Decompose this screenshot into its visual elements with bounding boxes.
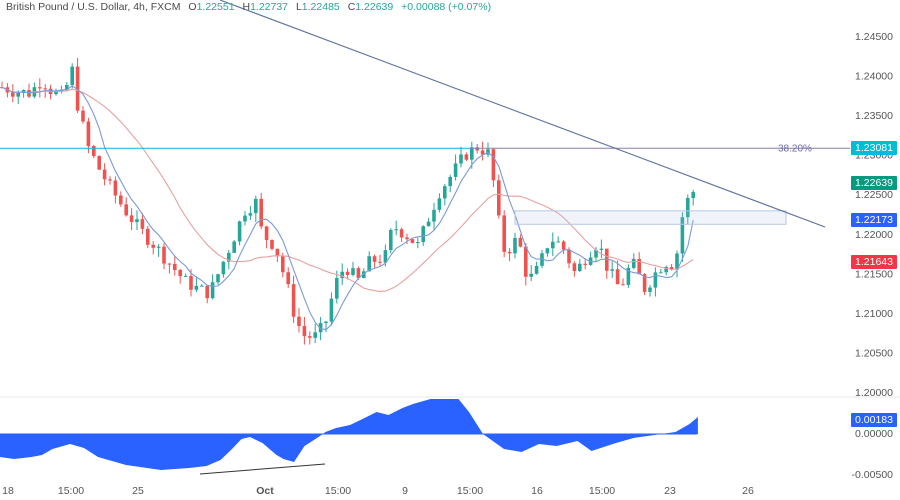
support-zone[interactable] [514, 210, 787, 225]
svg-text:1.21000: 1.21000 [855, 308, 893, 320]
open-value: 1.22551 [196, 1, 235, 13]
svg-text:15:00: 15:00 [589, 485, 615, 497]
svg-text:1.20500: 1.20500 [855, 347, 893, 359]
svg-text:18: 18 [2, 485, 14, 497]
high-value: 1.22737 [250, 1, 289, 13]
oscillator-area [0, 399, 698, 470]
symbol-title: British Pound / U.S. Dollar, 4h, FXCM [6, 1, 181, 13]
svg-text:23: 23 [664, 485, 676, 497]
svg-text:Oct: Oct [256, 485, 274, 497]
last-price-tag: 1.22639 [851, 176, 897, 191]
open-label: O [188, 1, 197, 13]
close-value: 1.22639 [355, 1, 394, 13]
svg-text:-0.00500: -0.00500 [852, 469, 894, 481]
oscillator-value-tag: 0.00183 [851, 413, 897, 427]
close-label: C [347, 1, 356, 13]
svg-text:15:00: 15:00 [325, 485, 351, 497]
svg-text:26: 26 [742, 485, 754, 497]
low-value: 1.22485 [301, 1, 340, 13]
oscillator-pane [0, 399, 698, 475]
high-label: H [242, 1, 251, 13]
annotations[interactable]: 38.20% [0, 0, 850, 228]
fast-ma-tag: 1.22173 [851, 213, 897, 228]
svg-text:9: 9 [402, 485, 408, 497]
svg-text:1.21500: 1.21500 [855, 268, 893, 280]
svg-text:1.24000: 1.24000 [855, 71, 893, 83]
svg-text:1.20000: 1.20000 [855, 387, 893, 399]
svg-text:16: 16 [531, 485, 543, 497]
change-value: +0.00088 (+0.07%) [401, 1, 492, 13]
svg-text:1.23500: 1.23500 [855, 110, 893, 122]
trendline[interactable] [219, 0, 826, 228]
fib-level-tag: 1.23081 [851, 141, 897, 156]
candles [0, 57, 695, 345]
svg-text:1.24500: 1.24500 [855, 31, 893, 43]
svg-text:15:00: 15:00 [457, 485, 483, 497]
svg-text:25: 25 [132, 485, 144, 497]
fib-label: 38.20% [778, 143, 812, 154]
divergence-line[interactable] [199, 463, 326, 475]
svg-text:1.22500: 1.22500 [855, 189, 893, 201]
svg-text:1.22000: 1.22000 [855, 229, 893, 241]
svg-text:15:00: 15:00 [58, 485, 84, 497]
low-label: L [295, 1, 302, 13]
svg-text:0.00000: 0.00000 [855, 428, 893, 440]
axes: 1.245001.240001.235001.230001.225001.220… [0, 31, 900, 497]
chart-header: British Pound / U.S. Dollar, 4h, FXCM O1… [6, 0, 491, 14]
slow-ma-tag: 1.21643 [851, 255, 897, 270]
moving-averages [1, 85, 694, 331]
